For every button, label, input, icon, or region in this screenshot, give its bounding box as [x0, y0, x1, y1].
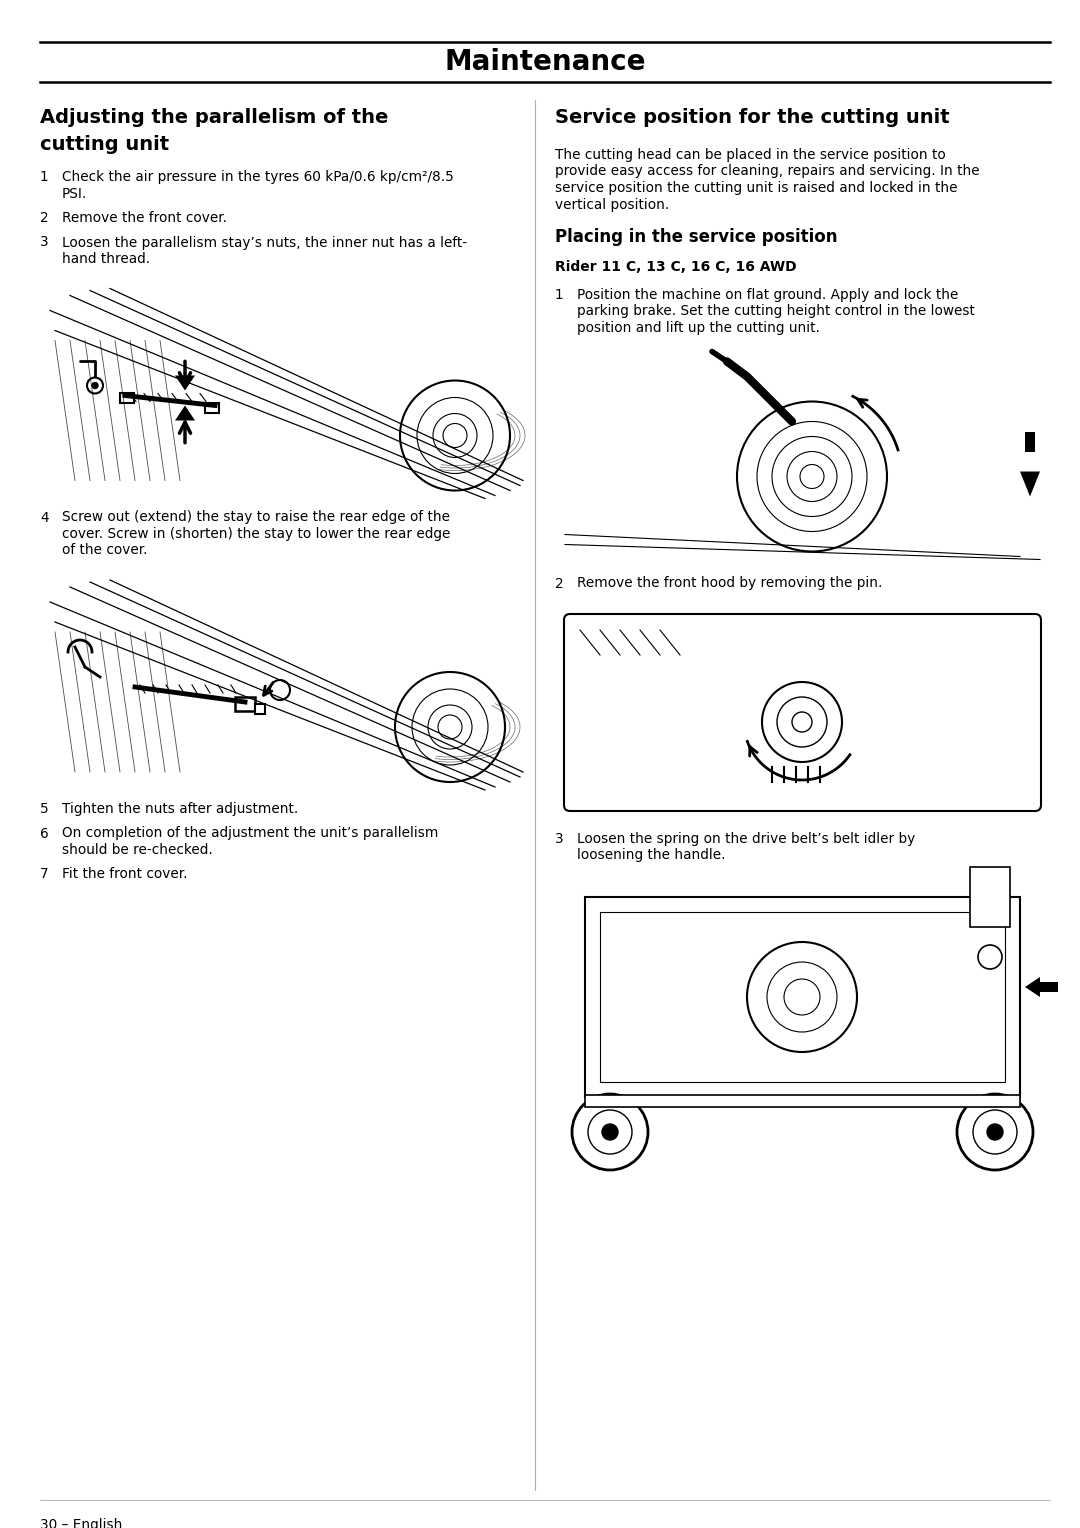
Text: 2: 2	[555, 576, 564, 590]
FancyBboxPatch shape	[564, 614, 1041, 811]
Text: 1: 1	[40, 170, 49, 183]
Circle shape	[772, 437, 852, 516]
Polygon shape	[175, 376, 195, 391]
Text: provide easy access for cleaning, repairs and servicing. In the: provide easy access for cleaning, repair…	[555, 165, 980, 179]
Text: The cutting head can be placed in the service position to: The cutting head can be placed in the se…	[555, 148, 946, 162]
Text: should be re-checked.: should be re-checked.	[62, 843, 213, 857]
Circle shape	[757, 422, 867, 532]
Text: cutting unit: cutting unit	[40, 134, 170, 154]
Circle shape	[602, 1125, 618, 1140]
Text: Rider 11 C, 13 C, 16 C, 16 AWD: Rider 11 C, 13 C, 16 C, 16 AWD	[555, 260, 797, 274]
Text: Maintenance: Maintenance	[444, 47, 646, 76]
Circle shape	[433, 414, 477, 457]
Circle shape	[87, 377, 103, 394]
Text: 1: 1	[555, 287, 564, 303]
Circle shape	[443, 423, 467, 448]
Polygon shape	[1020, 472, 1040, 497]
Circle shape	[762, 681, 842, 762]
Text: Remove the front cover.: Remove the front cover.	[62, 211, 227, 225]
Bar	[600, 912, 1005, 1082]
Circle shape	[270, 680, 291, 700]
Text: of the cover.: of the cover.	[62, 544, 148, 558]
Text: Adjusting the parallelism of the: Adjusting the parallelism of the	[40, 108, 389, 127]
Bar	[40, 281, 525, 501]
Bar	[970, 866, 1010, 927]
Circle shape	[987, 1125, 1003, 1140]
Text: 6: 6	[40, 827, 49, 840]
Text: Placing in the service position: Placing in the service position	[555, 228, 837, 246]
Text: Remove the front hood by removing the pin.: Remove the front hood by removing the pi…	[577, 576, 882, 590]
Circle shape	[777, 697, 827, 747]
Polygon shape	[175, 405, 195, 420]
Text: Check the air pressure in the tyres 60 kPa/0.6 kp/cm²/8.5: Check the air pressure in the tyres 60 k…	[62, 170, 454, 183]
Bar	[1025, 431, 1035, 451]
Bar	[585, 897, 1020, 1097]
Circle shape	[957, 1094, 1032, 1170]
Text: service position the cutting unit is raised and locked in the: service position the cutting unit is rai…	[555, 180, 958, 196]
Text: 7: 7	[40, 868, 49, 882]
Circle shape	[784, 979, 820, 1015]
Text: Screw out (extend) the stay to raise the rear edge of the: Screw out (extend) the stay to raise the…	[62, 510, 450, 524]
Text: loosening the handle.: loosening the handle.	[577, 848, 726, 862]
Text: 4: 4	[40, 510, 49, 524]
Text: Tighten the nuts after adjustment.: Tighten the nuts after adjustment.	[62, 802, 298, 816]
Circle shape	[800, 465, 824, 489]
Text: vertical position.: vertical position.	[555, 197, 670, 211]
Circle shape	[92, 382, 98, 388]
Circle shape	[417, 397, 492, 474]
Circle shape	[588, 1109, 632, 1154]
Text: position and lift up the cutting unit.: position and lift up the cutting unit.	[577, 321, 820, 335]
Text: 3: 3	[40, 235, 49, 249]
Circle shape	[411, 689, 488, 766]
Polygon shape	[1025, 976, 1040, 996]
Text: PSI.: PSI.	[62, 186, 87, 200]
Text: Loosen the spring on the drive belt’s belt idler by: Loosen the spring on the drive belt’s be…	[577, 833, 915, 847]
Circle shape	[747, 941, 858, 1051]
Circle shape	[792, 712, 812, 732]
Text: Position the machine on flat ground. Apply and lock the: Position the machine on flat ground. App…	[577, 287, 958, 303]
Text: Service position for the cutting unit: Service position for the cutting unit	[555, 108, 949, 127]
Circle shape	[973, 1109, 1017, 1154]
Text: Fit the front cover.: Fit the front cover.	[62, 868, 188, 882]
Circle shape	[438, 715, 462, 740]
Circle shape	[737, 402, 887, 552]
Text: 3: 3	[555, 833, 564, 847]
Text: Loosen the parallelism stay’s nuts, the inner nut has a left-: Loosen the parallelism stay’s nuts, the …	[62, 235, 468, 249]
Text: cover. Screw in (shorten) the stay to lower the rear edge: cover. Screw in (shorten) the stay to lo…	[62, 527, 450, 541]
Circle shape	[572, 1094, 648, 1170]
Bar	[255, 704, 265, 714]
Bar	[120, 393, 134, 402]
Bar	[585, 1096, 1020, 1106]
Bar	[1040, 983, 1058, 992]
Text: 5: 5	[40, 802, 49, 816]
Text: 30 – English: 30 – English	[40, 1517, 122, 1528]
Circle shape	[400, 380, 510, 490]
Circle shape	[428, 704, 472, 749]
Text: hand thread.: hand thread.	[62, 252, 150, 266]
Text: 2: 2	[40, 211, 49, 225]
Text: On completion of the adjustment the unit’s parallelism: On completion of the adjustment the unit…	[62, 827, 438, 840]
Circle shape	[395, 672, 505, 782]
Bar	[235, 697, 255, 711]
Bar	[205, 402, 219, 413]
Text: parking brake. Set the cutting height control in the lowest: parking brake. Set the cutting height co…	[577, 304, 975, 318]
Circle shape	[767, 963, 837, 1031]
Circle shape	[787, 451, 837, 501]
Circle shape	[978, 944, 1002, 969]
